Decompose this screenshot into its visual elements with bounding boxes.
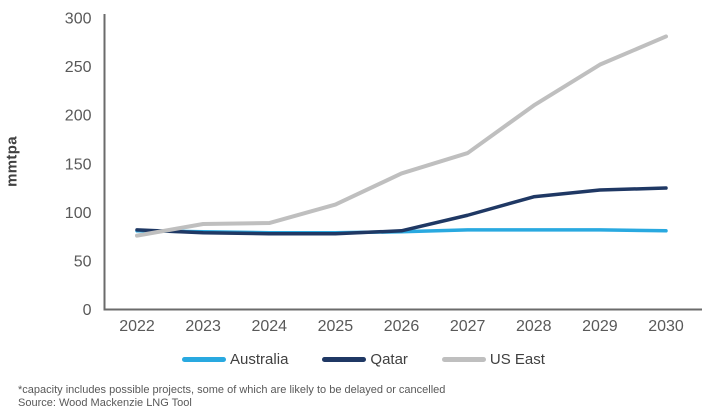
y-tick-label-50: 50	[74, 253, 92, 270]
x-tick-label-2025: 2025	[318, 318, 354, 335]
y-tick-label-300: 300	[65, 11, 92, 28]
legend-label-australia: Australia	[230, 351, 289, 368]
y-axis-title: mmtpa	[3, 136, 21, 187]
x-tick-label-2022: 2022	[119, 318, 155, 335]
legend-item-qatar: Qatar	[322, 351, 408, 368]
y-tick-label-250: 250	[65, 59, 92, 76]
x-tick-label-2023: 2023	[185, 318, 221, 335]
y-tick-label-200: 200	[65, 108, 92, 125]
footnote-capacity-note: *capacity includes possible projects, so…	[18, 384, 446, 396]
legend-swatch-us-east	[441, 357, 486, 362]
y-tick-label-150: 150	[65, 156, 92, 173]
x-tick-label-2028: 2028	[516, 318, 552, 335]
x-tick-label-2029: 2029	[582, 318, 618, 335]
x-tick-label-2026: 2026	[384, 318, 420, 335]
y-tick-label-0: 0	[83, 302, 92, 319]
x-tick-label-2024: 2024	[251, 318, 287, 335]
series-line-us-east	[135, 34, 668, 238]
y-tick-label-100: 100	[65, 205, 92, 222]
x-tick-label-2030: 2030	[648, 318, 684, 335]
plot-area: 0 50 100 150 200 250 300 2022 2023 2024 2025 2026 20…	[65, 11, 702, 335]
series-line-qatar	[135, 186, 668, 236]
legend-label-qatar: Qatar	[370, 351, 408, 368]
legend-swatch-australia	[182, 357, 227, 362]
legend-item-us-east: US East	[441, 351, 545, 368]
footnotes: *capacity includes possible projects, so…	[18, 384, 445, 410]
legend-swatch-qatar	[322, 357, 367, 362]
chart-legend: Australia Qatar US East	[0, 351, 727, 368]
legend-item-australia: Australia	[182, 351, 288, 368]
x-tick-label-2027: 2027	[450, 318, 486, 335]
footnote-source: Source: Wood Mackenzie LNG Tool	[18, 397, 192, 409]
legend-label-us-east: US East	[489, 351, 545, 368]
